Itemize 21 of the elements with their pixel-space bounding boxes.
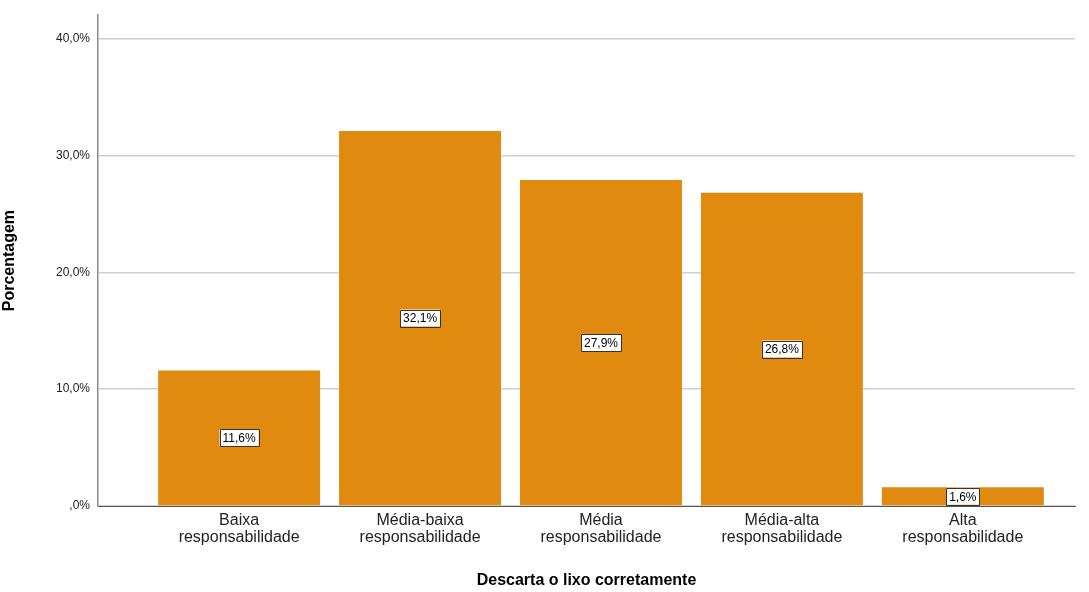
y-tick-label: 40,0% — [55, 30, 91, 45]
x-axis-title: Descarta o lixo corretamente — [476, 570, 697, 588]
bar — [339, 130, 502, 506]
x-tick-label: Média-alta responsabilidade — [721, 510, 843, 545]
x-tick-label: Média-baixa responsabilidade — [359, 510, 481, 545]
y-tick-label: 10,0% — [55, 381, 91, 396]
y-tick-label: ,0% — [69, 498, 91, 513]
data-label: 11,6% — [222, 431, 257, 446]
data-label: 32,1% — [403, 311, 438, 326]
y-axis-title: Porcentagem — [0, 209, 18, 312]
bar — [700, 192, 863, 506]
bar — [158, 370, 321, 506]
data-label: 1,6% — [949, 489, 977, 504]
bar — [520, 179, 682, 506]
x-tick-label: Alta responsabilidade — [902, 510, 1024, 545]
x-tick-label: Média responsabilidade — [540, 510, 662, 545]
x-tick-label: Baixa responsabilidade — [178, 510, 300, 545]
data-label: 27,9% — [583, 335, 619, 350]
y-tick-label: 20,0% — [55, 264, 91, 279]
y-tick-label: 30,0% — [55, 147, 91, 162]
data-label: 26,8% — [764, 342, 800, 357]
